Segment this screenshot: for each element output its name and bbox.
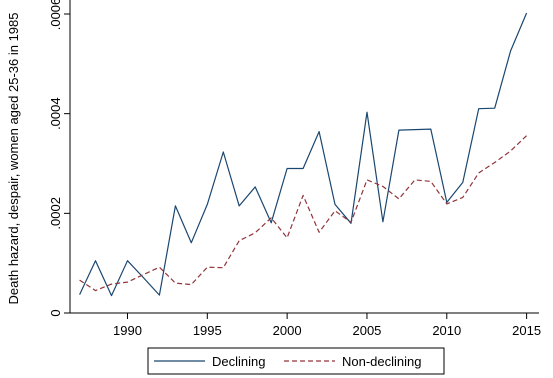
y-tick-label: .0004	[48, 97, 63, 130]
x-tick-label: 2005	[352, 323, 381, 338]
y-tick-label: .0006	[48, 0, 63, 30]
y-axis: 0 .0002 .0004 .0006	[48, 0, 71, 317]
x-tick-label: 1995	[193, 323, 222, 338]
x-tick-label: 2000	[273, 323, 302, 338]
x-axis: 1990 1995 2000 2005 2010 2015	[70, 312, 541, 338]
series-line-declining	[79, 12, 528, 297]
y-tick-label: .0002	[48, 197, 63, 230]
legend: Declining Non-declining	[147, 347, 445, 375]
x-tick-label: 2010	[432, 323, 461, 338]
series-line-non-declining	[79, 135, 528, 292]
legend-label-declining: Declining	[212, 354, 265, 369]
y-tick-label: 0	[48, 309, 63, 316]
x-tick-label: 1990	[113, 323, 142, 338]
legend-label-non-declining: Non-declining	[342, 354, 422, 369]
plot-area	[79, 12, 528, 297]
y-axis-title: Death hazard, despair, women aged 25-36 …	[6, 13, 21, 305]
x-tick-label: 2015	[512, 323, 541, 338]
